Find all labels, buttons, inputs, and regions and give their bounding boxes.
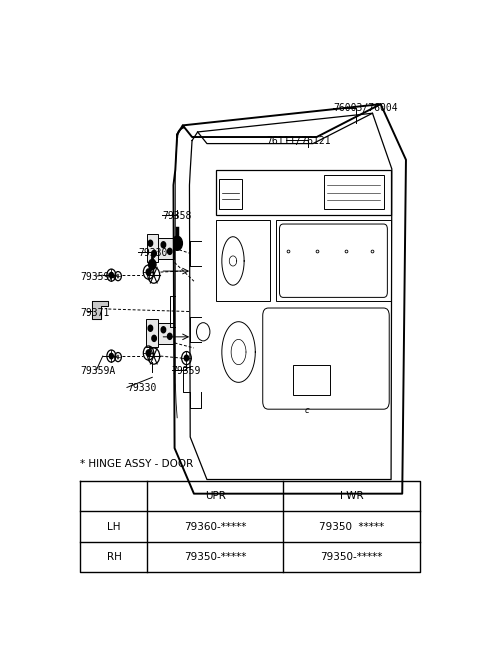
Bar: [219, 179, 241, 210]
Circle shape: [152, 335, 156, 342]
Text: LH: LH: [107, 522, 120, 532]
Text: 76111/76121: 76111/76121: [266, 135, 331, 146]
Circle shape: [146, 350, 151, 356]
Circle shape: [109, 273, 113, 278]
Circle shape: [109, 353, 113, 359]
Circle shape: [146, 269, 151, 275]
Text: UPR: UPR: [205, 491, 226, 501]
Circle shape: [148, 325, 153, 331]
Circle shape: [152, 250, 156, 256]
Text: 79360-*****: 79360-*****: [184, 522, 247, 532]
Text: c: c: [305, 406, 310, 415]
Text: 76003/76004: 76003/76004: [334, 103, 398, 113]
Text: 79350-*****: 79350-*****: [321, 552, 383, 562]
Text: RH: RH: [107, 552, 121, 562]
Circle shape: [168, 248, 172, 254]
Bar: [276, 221, 391, 302]
Bar: [147, 235, 158, 262]
Bar: [146, 319, 158, 347]
Circle shape: [168, 333, 172, 340]
Text: 79358: 79358: [162, 212, 192, 221]
Text: * HINGE ASSY - DOOR: * HINGE ASSY - DOOR: [81, 459, 194, 469]
Polygon shape: [92, 302, 108, 319]
Text: 79330: 79330: [127, 384, 156, 394]
Text: I WR: I WR: [340, 491, 363, 501]
Text: 79371: 79371: [81, 307, 110, 317]
Bar: [157, 238, 174, 259]
Circle shape: [161, 242, 166, 248]
Text: 79359A: 79359A: [81, 272, 116, 282]
Bar: [324, 175, 384, 210]
Circle shape: [172, 236, 182, 250]
Text: 79350-*****: 79350-*****: [184, 552, 247, 562]
Circle shape: [161, 327, 166, 333]
Circle shape: [148, 240, 153, 246]
Text: 79330: 79330: [138, 248, 168, 258]
Circle shape: [148, 260, 156, 269]
Text: 79350  *****: 79350 *****: [319, 522, 384, 532]
Bar: [157, 323, 174, 344]
Text: 79359: 79359: [172, 366, 201, 376]
Bar: [292, 365, 330, 395]
Circle shape: [184, 355, 189, 361]
Text: 79359A: 79359A: [81, 366, 116, 376]
Bar: [216, 221, 270, 302]
Bar: [216, 170, 391, 215]
